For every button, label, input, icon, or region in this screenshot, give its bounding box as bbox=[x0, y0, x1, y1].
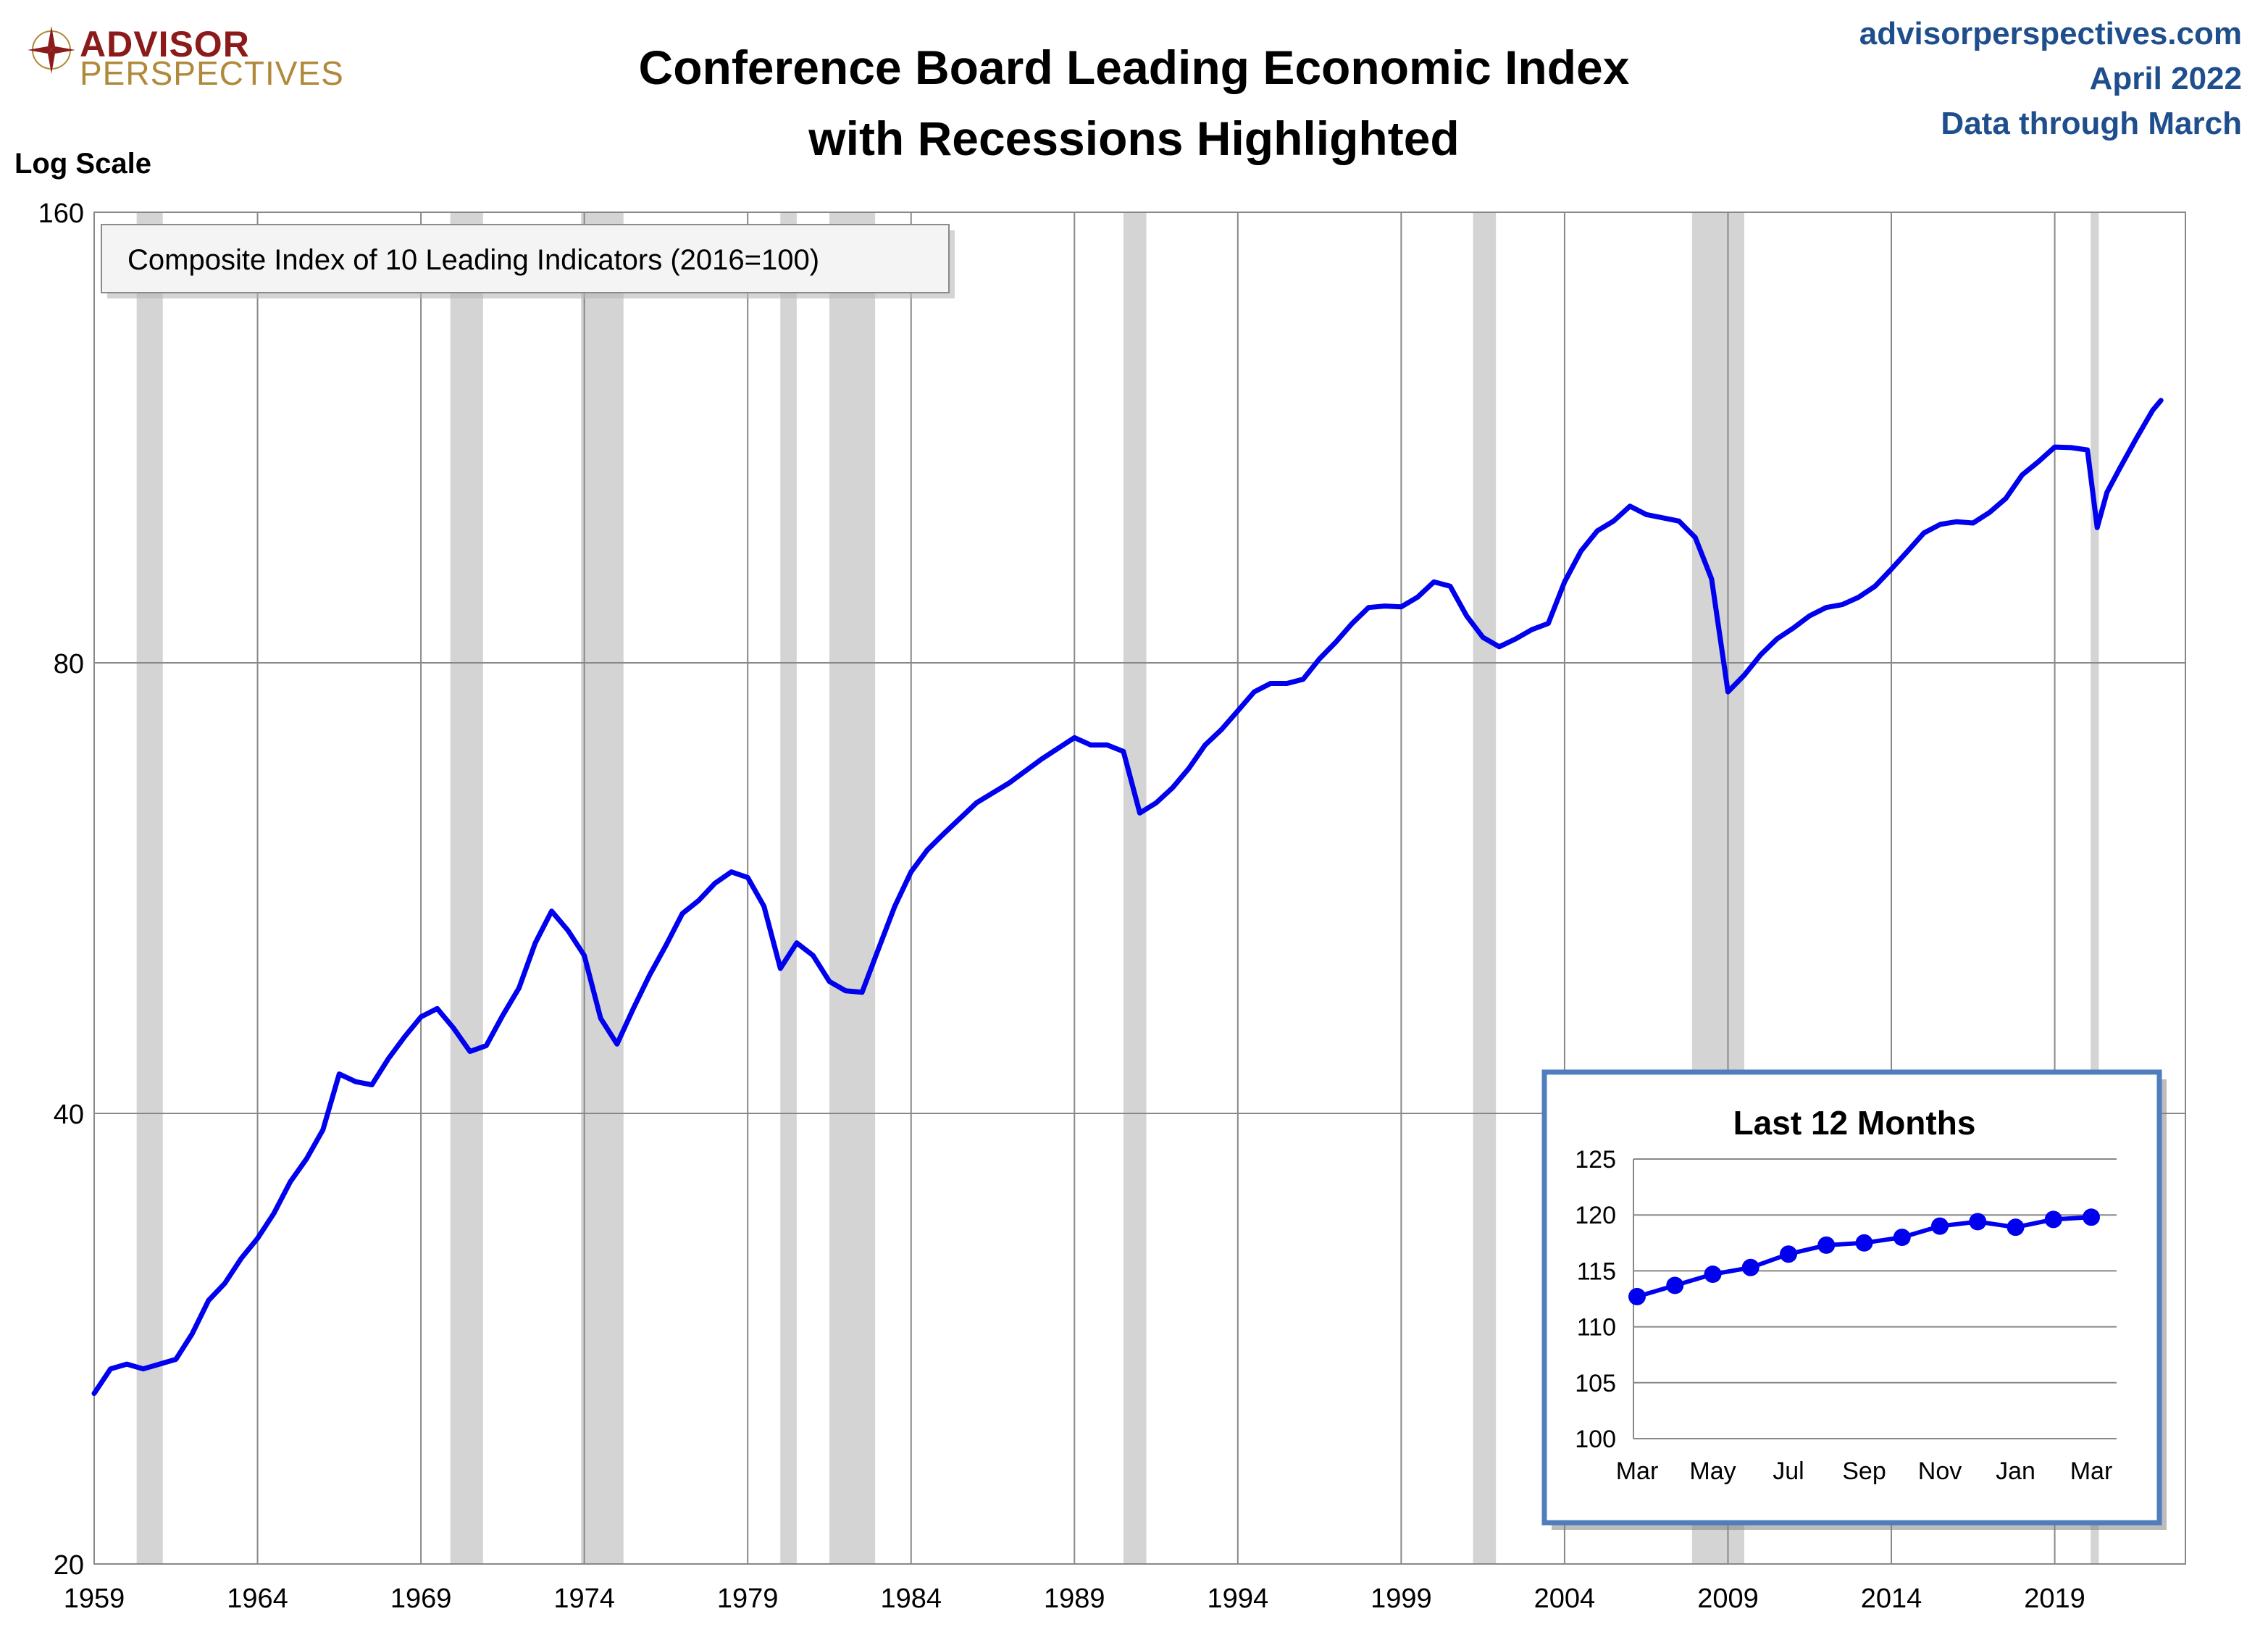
inset-x-tick-label: May bbox=[1689, 1457, 1736, 1485]
recession-band-8 bbox=[2091, 212, 2099, 1564]
x-tick-label: 1964 bbox=[227, 1584, 288, 1614]
y-tick-label: 160 bbox=[38, 198, 84, 229]
source-note: Data through March bbox=[1941, 106, 2242, 141]
recession-bands bbox=[136, 212, 2099, 1564]
chart-title-line2: with Recessions Highlighted bbox=[808, 112, 1460, 165]
log-scale-label: Log Scale bbox=[14, 148, 151, 180]
x-tick-label: 1974 bbox=[553, 1584, 615, 1614]
y-tick-label: 80 bbox=[54, 649, 84, 679]
inset-data-point bbox=[2007, 1218, 2025, 1237]
inset-data-point bbox=[1704, 1266, 1722, 1284]
x-tick-label: 2014 bbox=[1861, 1584, 1922, 1614]
recession-band-2 bbox=[581, 212, 624, 1564]
inset-y-tick-label: 105 bbox=[1575, 1370, 1616, 1397]
inset-data-point bbox=[1741, 1258, 1759, 1276]
legend: Composite Index of 10 Leading Indicators… bbox=[101, 224, 955, 298]
x-tick-label: 1969 bbox=[390, 1584, 452, 1614]
chart-title: Conference Board Leading Economic Index … bbox=[0, 32, 2268, 174]
inset-x-tick-label: Nov bbox=[1918, 1457, 1962, 1485]
x-tick-label: 1979 bbox=[717, 1584, 779, 1614]
inset-data-point bbox=[1931, 1217, 1949, 1235]
x-tick-label: 2009 bbox=[1697, 1584, 1759, 1614]
inset-x-tick-label: Jan bbox=[1996, 1457, 2035, 1485]
source-date: April 2022 bbox=[2089, 61, 2242, 96]
logo-text-advisor: ADVISOR bbox=[80, 24, 250, 64]
inset-x-axis-ticks: Mar May Jul Sep Nov Jan Mar bbox=[1616, 1457, 2113, 1485]
recession-band-5 bbox=[1123, 212, 1147, 1564]
inset-title: Last 12 Months bbox=[1733, 1104, 1976, 1142]
y-axis-ticks: 20 40 80 160 bbox=[38, 198, 84, 1581]
y-tick-label: 40 bbox=[54, 1100, 84, 1130]
inset-data-point bbox=[1780, 1245, 1797, 1263]
y-tick-label: 20 bbox=[54, 1550, 84, 1581]
x-tick-label: 1989 bbox=[1044, 1584, 1105, 1614]
x-tick-label: 2019 bbox=[2024, 1584, 2085, 1614]
inset-y-tick-label: 115 bbox=[1577, 1258, 1616, 1285]
x-tick-label: 2004 bbox=[1534, 1584, 1596, 1614]
x-axis-ticks: 1959 1964 1969 1974 1979 1984 1989 1994 1999 2004… bbox=[64, 1584, 2085, 1614]
inset-data-point bbox=[2083, 1208, 2100, 1226]
inset-data-point bbox=[1855, 1234, 1873, 1252]
recession-band-1 bbox=[450, 212, 483, 1564]
lei-series-line bbox=[91, 398, 2164, 1397]
inset-x-tick-label: Mar bbox=[1616, 1457, 1659, 1485]
inset-x-tick-label: Jul bbox=[1773, 1457, 1804, 1485]
inset-data-point bbox=[1817, 1236, 1836, 1254]
inset-data-point bbox=[1628, 1287, 1646, 1305]
inset-points bbox=[1628, 1208, 2100, 1305]
chart-title-line1: Conference Board Leading Economic Index bbox=[638, 41, 1630, 94]
compass-icon bbox=[28, 26, 75, 74]
recession-band-4 bbox=[829, 212, 876, 1564]
x-tick-label: 1999 bbox=[1371, 1584, 1432, 1614]
logo-text-perspectives: PERSPECTIVES bbox=[80, 54, 344, 92]
inset-y-tick-label: 110 bbox=[1577, 1314, 1616, 1342]
inset-x-tick-label: Sep bbox=[1842, 1457, 1886, 1485]
inset-y-tick-label: 125 bbox=[1575, 1146, 1616, 1174]
inset-data-point bbox=[2044, 1210, 2062, 1229]
x-tick-label: 1984 bbox=[880, 1584, 942, 1614]
inset-data-point bbox=[1666, 1276, 1684, 1294]
advisor-perspectives-logo: ADVISOR PERSPECTIVES bbox=[26, 22, 345, 94]
inset-y-axis-ticks: 100 105 110 115 120 125 bbox=[1575, 1146, 1616, 1453]
source-site: advisorperspectives.com bbox=[1859, 16, 2242, 51]
inset-y-tick-label: 120 bbox=[1575, 1202, 1616, 1229]
recession-band-3 bbox=[780, 212, 797, 1564]
inset-x-tick-label: Mar bbox=[2070, 1457, 2113, 1485]
legend-label: Composite Index of 10 Leading Indicators… bbox=[127, 244, 819, 276]
recession-band-0 bbox=[136, 212, 163, 1564]
inset-data-point bbox=[1893, 1229, 1911, 1247]
inset-data-point bbox=[1969, 1213, 1987, 1231]
main-grid bbox=[93, 212, 2186, 1565]
x-tick-label: 1959 bbox=[64, 1584, 125, 1614]
inset-frame bbox=[1541, 1069, 2162, 1526]
recession-band-6 bbox=[1473, 212, 1497, 1564]
inset-y-tick-label: 100 bbox=[1575, 1426, 1616, 1453]
x-tick-label: 1994 bbox=[1208, 1584, 1269, 1614]
